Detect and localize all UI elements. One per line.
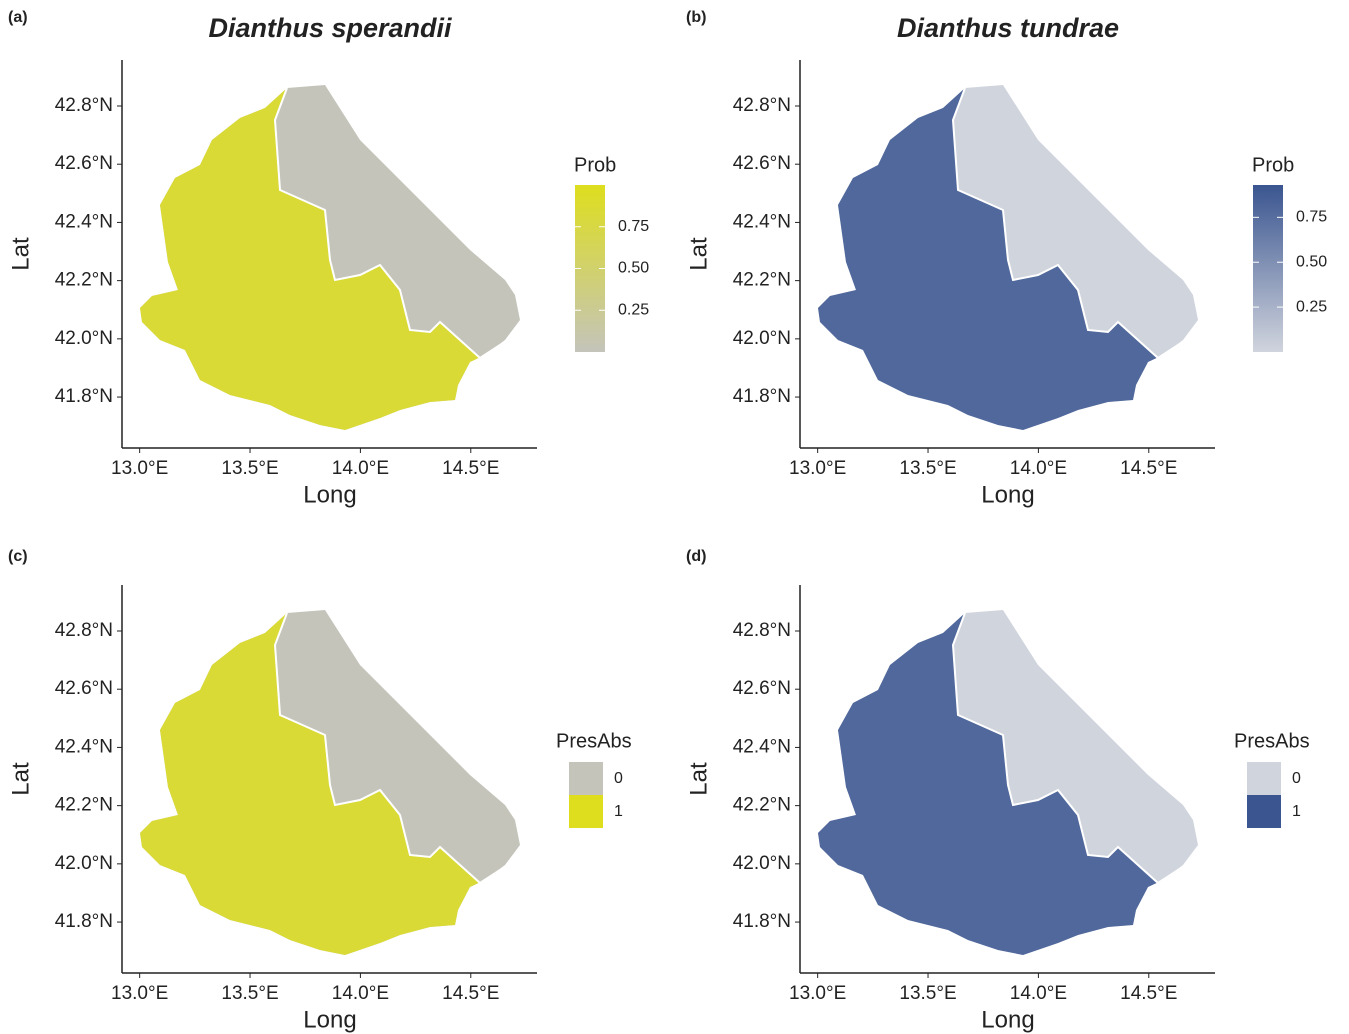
colorbar-label: 0.50 — [618, 260, 649, 277]
y-tick-label: 42.8°N — [733, 95, 791, 116]
y-tick-label: 41.8°N — [733, 911, 791, 932]
colorbar — [1253, 185, 1283, 352]
y-tick-label: 42.4°N — [733, 736, 791, 757]
colorbar-label: 0.75 — [1296, 209, 1327, 226]
y-tick-label: 42.8°N — [55, 95, 113, 116]
x-tick-label: 14.5°E — [1120, 458, 1177, 479]
y-tick-label: 42.2°N — [733, 795, 791, 816]
panel: (b) Dianthus tundrae 13.0°E 13.5°E 14.0°E 14.… — [685, 9, 1327, 508]
legend-label: 0 — [1292, 770, 1301, 787]
x-tick-label: 13.5°E — [899, 983, 956, 1004]
x-tick-label: 13.0°E — [789, 458, 846, 479]
panel-label: (c) — [8, 548, 28, 565]
x-tick-label: 13.5°E — [221, 458, 278, 479]
y-tick-label: 42.8°N — [733, 620, 791, 641]
boundary — [273, 87, 501, 360]
x-tick-label: 13.0°E — [111, 458, 168, 479]
panel-title: Dianthus sperandii — [208, 13, 452, 43]
legend-key — [569, 762, 603, 795]
y-tick-label: 41.8°N — [733, 386, 791, 407]
x-tick-label: 13.0°E — [789, 983, 846, 1004]
y-tick-label: 42.0°N — [55, 328, 113, 349]
panel-title: Dianthus tundrae — [897, 13, 1119, 43]
y-tick-label: 42.0°N — [55, 853, 113, 874]
panel: (a) Dianthus sperandii 13.0°E 13.5°E 14.0°E 1… — [7, 9, 649, 508]
region-suitable — [140, 88, 500, 430]
x-tick-label: 13.5°E — [221, 983, 278, 1004]
legend-title: PresAbs — [1234, 730, 1310, 752]
x-tick-label: 14.5°E — [1120, 983, 1177, 1004]
boundary — [273, 612, 501, 885]
y-axis-label: Lat — [685, 237, 712, 271]
y-tick-label: 42.4°N — [55, 736, 113, 757]
colorbar-label: 0.50 — [1296, 253, 1327, 270]
y-tick-label: 42.6°N — [733, 153, 791, 174]
legend-title: PresAbs — [556, 730, 632, 752]
x-tick-label: 13.5°E — [899, 458, 956, 479]
y-tick-label: 42.2°N — [733, 270, 791, 291]
y-tick-label: 42.4°N — [55, 211, 113, 232]
panel: (d) 13.0°E 13.5°E 14.0°E 14.5°E 41.8°N 42.0°N 4… — [685, 548, 1309, 1033]
panel-label: (b) — [686, 9, 706, 26]
x-tick-label: 14.5°E — [442, 983, 499, 1004]
panel-label: (d) — [686, 548, 706, 565]
legend-title: Prob — [574, 154, 616, 176]
y-tick-label: 42.4°N — [733, 211, 791, 232]
y-tick-label: 41.8°N — [55, 911, 113, 932]
legend-label: 0 — [614, 770, 623, 787]
panel: (c) 13.0°E 13.5°E 14.0°E 14.5°E 41.8°N 42.0°N 4… — [7, 548, 631, 1033]
legend-key — [1247, 795, 1281, 828]
y-tick-label: 41.8°N — [55, 386, 113, 407]
x-tick-label: 14.0°E — [332, 458, 389, 479]
y-tick-label: 42.0°N — [733, 328, 791, 349]
colorbar-label: 0.25 — [1296, 298, 1327, 315]
legend-key — [569, 795, 603, 828]
legend-label: 1 — [614, 803, 623, 820]
legend-title: Prob — [1252, 154, 1294, 176]
y-tick-label: 42.8°N — [55, 620, 113, 641]
y-tick-label: 42.6°N — [733, 678, 791, 699]
y-tick-label: 42.2°N — [55, 795, 113, 816]
colorbar-label: 0.25 — [618, 301, 649, 318]
x-axis-label: Long — [981, 1006, 1034, 1033]
x-axis-label: Long — [303, 1006, 356, 1033]
y-axis-label: Lat — [685, 762, 712, 796]
y-tick-label: 42.6°N — [55, 153, 113, 174]
x-axis-label: Long — [981, 481, 1034, 508]
region-suitable — [140, 613, 500, 955]
x-tick-label: 13.0°E — [111, 983, 168, 1004]
panel-label: (a) — [8, 9, 28, 26]
x-axis-label: Long — [303, 481, 356, 508]
boundary — [951, 612, 1179, 885]
x-tick-label: 14.0°E — [1010, 983, 1067, 1004]
legend-key — [1247, 762, 1281, 795]
y-axis-label: Lat — [7, 762, 34, 796]
x-tick-label: 14.0°E — [1010, 458, 1067, 479]
region-suitable — [818, 613, 1178, 955]
y-tick-label: 42.0°N — [733, 853, 791, 874]
region-suitable — [818, 88, 1178, 430]
x-tick-label: 14.5°E — [442, 458, 499, 479]
y-tick-label: 42.6°N — [55, 678, 113, 699]
legend-label: 1 — [1292, 803, 1301, 820]
y-tick-label: 42.2°N — [55, 270, 113, 291]
colorbar-label: 0.75 — [618, 218, 649, 235]
y-axis-label: Lat — [7, 237, 34, 271]
x-tick-label: 14.0°E — [332, 983, 389, 1004]
boundary — [951, 87, 1179, 360]
